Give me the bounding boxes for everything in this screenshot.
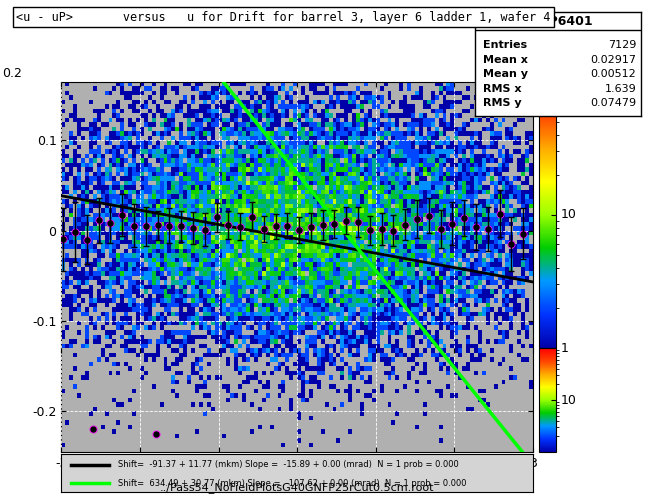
Text: 0.02917: 0.02917: [590, 54, 636, 65]
Text: 7129: 7129: [608, 40, 636, 50]
Text: Entries: Entries: [483, 40, 527, 50]
Text: 1.639: 1.639: [605, 83, 636, 93]
Text: duuP6401: duuP6401: [523, 15, 594, 28]
Text: Shift=  634.49 + 30.77 (mkm) Slope =  -107.62 + 0.00 (mrad)  N = 1 prob = 0.000: Shift= 634.49 + 30.77 (mkm) Slope = -107…: [118, 479, 466, 488]
Text: Mean y: Mean y: [483, 69, 528, 79]
Text: RMS y: RMS y: [483, 98, 522, 108]
Text: Shift=  -91.37 + 11.77 (mkm) Slope =  -15.89 + 0.00 (mrad)  N = 1 prob = 0.000: Shift= -91.37 + 11.77 (mkm) Slope = -15.…: [118, 460, 459, 469]
Text: 10: 10: [561, 208, 577, 221]
Text: 1: 1: [561, 341, 568, 355]
Text: Mean x: Mean x: [483, 54, 528, 65]
Text: 0.00512: 0.00512: [590, 69, 636, 79]
Text: 0.2: 0.2: [3, 67, 23, 81]
Text: RMS x: RMS x: [483, 83, 521, 93]
Text: 0.07479: 0.07479: [590, 98, 636, 108]
Text: ../Pass54_NoFieldPlotsG40GNFP25rCut0.5cm.root: ../Pass54_NoFieldPlotsG40GNFP25rCut0.5cm…: [160, 482, 434, 493]
Text: 10: 10: [561, 394, 577, 407]
Text: <u - uP>       versus   u for Drift for barrel 3, layer 6 ladder 1, wafer 4: <u - uP> versus u for Drift for barrel 3…: [16, 11, 550, 24]
